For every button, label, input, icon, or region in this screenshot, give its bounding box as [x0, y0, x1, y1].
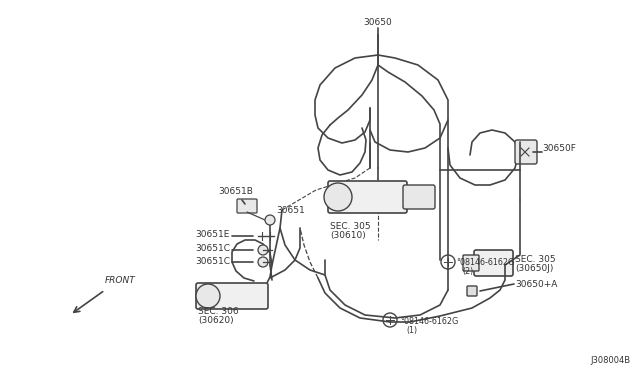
- Circle shape: [258, 245, 268, 255]
- Text: °08146-6162G: °08146-6162G: [400, 317, 458, 326]
- Text: (1): (1): [406, 326, 417, 335]
- FancyBboxPatch shape: [474, 250, 513, 276]
- Text: 30651E: 30651E: [195, 230, 229, 238]
- Text: 30650F: 30650F: [542, 144, 576, 153]
- Text: J308004B: J308004B: [590, 356, 630, 365]
- Text: (30610): (30610): [330, 231, 365, 240]
- Text: SEC. 305: SEC. 305: [515, 255, 556, 264]
- FancyBboxPatch shape: [515, 140, 537, 164]
- Text: FRONT: FRONT: [105, 276, 136, 285]
- Circle shape: [265, 215, 275, 225]
- Text: (30620): (30620): [198, 316, 234, 325]
- Circle shape: [196, 284, 220, 308]
- Text: 30650: 30650: [364, 18, 392, 27]
- Text: 30651C: 30651C: [195, 244, 230, 253]
- Text: (2): (2): [462, 267, 473, 276]
- Text: SEC. 306: SEC. 306: [198, 307, 239, 316]
- Text: SEC. 305: SEC. 305: [330, 222, 371, 231]
- Text: 30651B: 30651B: [218, 187, 253, 196]
- Text: 30651: 30651: [276, 205, 305, 215]
- FancyBboxPatch shape: [403, 185, 435, 209]
- FancyBboxPatch shape: [237, 199, 257, 213]
- Text: °08146-6162G: °08146-6162G: [456, 258, 515, 267]
- Text: 30651C: 30651C: [195, 257, 230, 266]
- FancyBboxPatch shape: [328, 181, 407, 213]
- FancyBboxPatch shape: [463, 255, 479, 271]
- Circle shape: [258, 257, 268, 267]
- Circle shape: [324, 183, 352, 211]
- Text: 30650+A: 30650+A: [515, 280, 557, 289]
- FancyBboxPatch shape: [467, 286, 477, 296]
- FancyBboxPatch shape: [196, 283, 268, 309]
- Text: (30650J): (30650J): [515, 264, 554, 273]
